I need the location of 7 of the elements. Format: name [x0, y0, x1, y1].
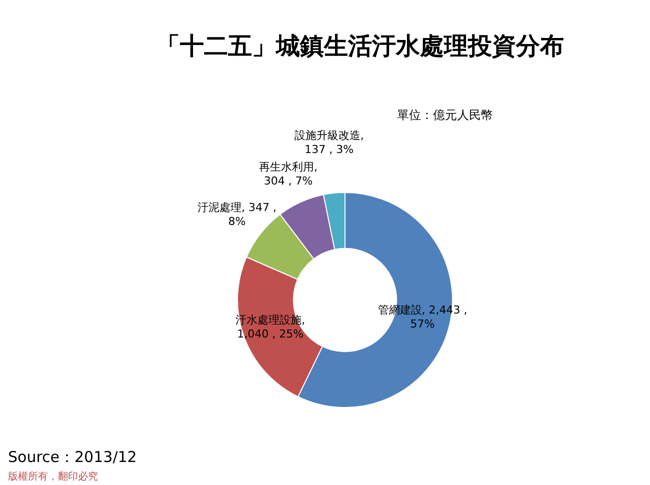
source-note: Source：2013/12 — [8, 448, 137, 466]
text: 版權所有，翻印必究 — [8, 470, 98, 483]
slice-label: 汙泥處理, 347 , 8% — [197, 200, 276, 228]
chart-subtitle: 單位：億元人民幣 — [397, 108, 493, 122]
chart-title: 「十二五」城鎮生活汙水處理投資分布 — [156, 31, 564, 60]
slice-label: 設施升級改造, 137 , 3% — [294, 129, 364, 156]
slice-label: 再生水利用, 304 , 7% — [259, 160, 318, 188]
